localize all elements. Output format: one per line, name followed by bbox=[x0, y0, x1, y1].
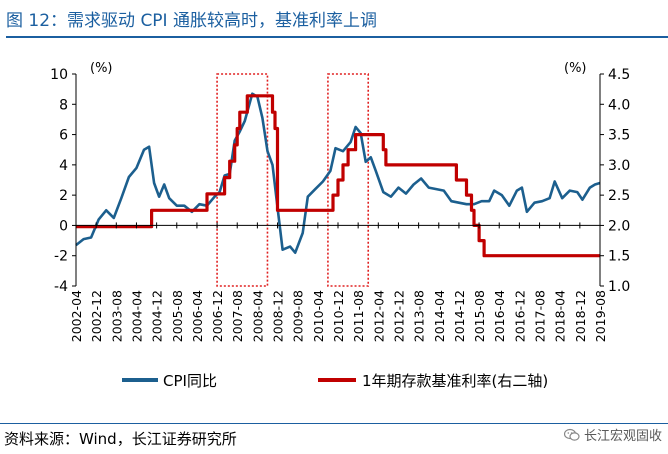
watermark: 长江宏观固收 bbox=[563, 425, 662, 444]
highlight-box bbox=[327, 73, 370, 287]
cpi-rate-chart: 10 8 6 4 2 0 -2 -4 4.5 4.0 3.5 3.0 2.5 2.0 1.5 1.0 (%) (%… bbox=[50, 61, 630, 390]
x-tick-label: 2018-12 bbox=[573, 290, 588, 342]
left-tick-label: 4 bbox=[59, 158, 68, 174]
right-tick-label: 1.5 bbox=[608, 249, 630, 265]
x-tick-label: 2004-12 bbox=[150, 290, 165, 342]
source-divider bbox=[0, 423, 668, 424]
left-unit-label: (%) bbox=[90, 61, 113, 76]
right-tick-label: 2.0 bbox=[608, 218, 630, 234]
right-tick-label: 4.0 bbox=[608, 97, 630, 113]
x-tick-label: 2013-08 bbox=[412, 290, 427, 342]
watermark-text: 长江宏观固收 bbox=[583, 429, 662, 444]
highlight-box bbox=[216, 73, 269, 287]
x-tick-label: 2010-04 bbox=[311, 290, 326, 342]
wechat-icon bbox=[563, 428, 580, 441]
x-tick-label: 2016-04 bbox=[492, 290, 507, 342]
title-divider bbox=[6, 36, 668, 38]
x-tick-label: 2014-12 bbox=[452, 290, 467, 342]
x-tick-label: 2012-12 bbox=[391, 290, 406, 342]
x-tick-label: 2007-08 bbox=[230, 290, 245, 342]
right-tick-label: 1.0 bbox=[608, 279, 630, 295]
x-tick-label: 2003-08 bbox=[109, 290, 124, 342]
x-tick-label: 2019-08 bbox=[593, 290, 608, 342]
x-tick-label: 2004-04 bbox=[129, 290, 144, 342]
x-tick-label: 2006-12 bbox=[210, 290, 225, 342]
source-note: 资料来源：Wind，长江证券研究所 bbox=[4, 430, 237, 448]
legend-rate-label: 1年期存款基准利率(右二轴) bbox=[362, 372, 548, 390]
left-tick-label: 0 bbox=[59, 218, 68, 234]
x-tick-label: 2010-12 bbox=[331, 290, 346, 342]
x-tick-label: 2005-08 bbox=[170, 290, 185, 342]
right-unit-label: (%) bbox=[564, 61, 587, 76]
x-tick-label: 2018-04 bbox=[553, 290, 568, 342]
x-tick-label: 2017-08 bbox=[533, 290, 548, 342]
x-tick-label: 2002-04 bbox=[69, 290, 84, 342]
x-tick-label: 2009-08 bbox=[291, 290, 306, 342]
x-tick-label: 2014-04 bbox=[432, 290, 447, 342]
x-tick-label: 2015-08 bbox=[472, 290, 487, 342]
figure-title: 图 12：需求驱动 CPI 通胀较高时，基准利率上调 bbox=[6, 11, 377, 31]
x-tick-label: 2016-12 bbox=[512, 290, 527, 342]
left-tick-label: 10 bbox=[50, 67, 68, 83]
cpi-series-line bbox=[75, 92, 601, 254]
left-tick-label: 6 bbox=[59, 128, 68, 144]
x-tick-label: 2002-12 bbox=[89, 290, 104, 342]
rate-series-line bbox=[76, 94, 600, 258]
x-tick-label: 2012-04 bbox=[371, 290, 386, 342]
right-tick-label: 4.5 bbox=[608, 67, 630, 83]
left-tick-label: -4 bbox=[54, 279, 68, 295]
x-tick-label: 2011-08 bbox=[351, 290, 366, 342]
right-tick-label: 3.5 bbox=[608, 128, 630, 144]
x-tick-label: 2006-04 bbox=[190, 290, 205, 342]
right-tick-label: 2.5 bbox=[608, 188, 630, 204]
x-tick-label: 2008-04 bbox=[250, 290, 265, 342]
left-tick-label: -2 bbox=[54, 249, 68, 265]
x-tick-label: 2008-12 bbox=[271, 290, 286, 342]
legend-cpi-label: CPI同比 bbox=[163, 372, 217, 390]
left-tick-label: 8 bbox=[59, 97, 68, 113]
right-tick-label: 3.0 bbox=[608, 158, 630, 174]
left-tick-label: 2 bbox=[59, 188, 68, 204]
